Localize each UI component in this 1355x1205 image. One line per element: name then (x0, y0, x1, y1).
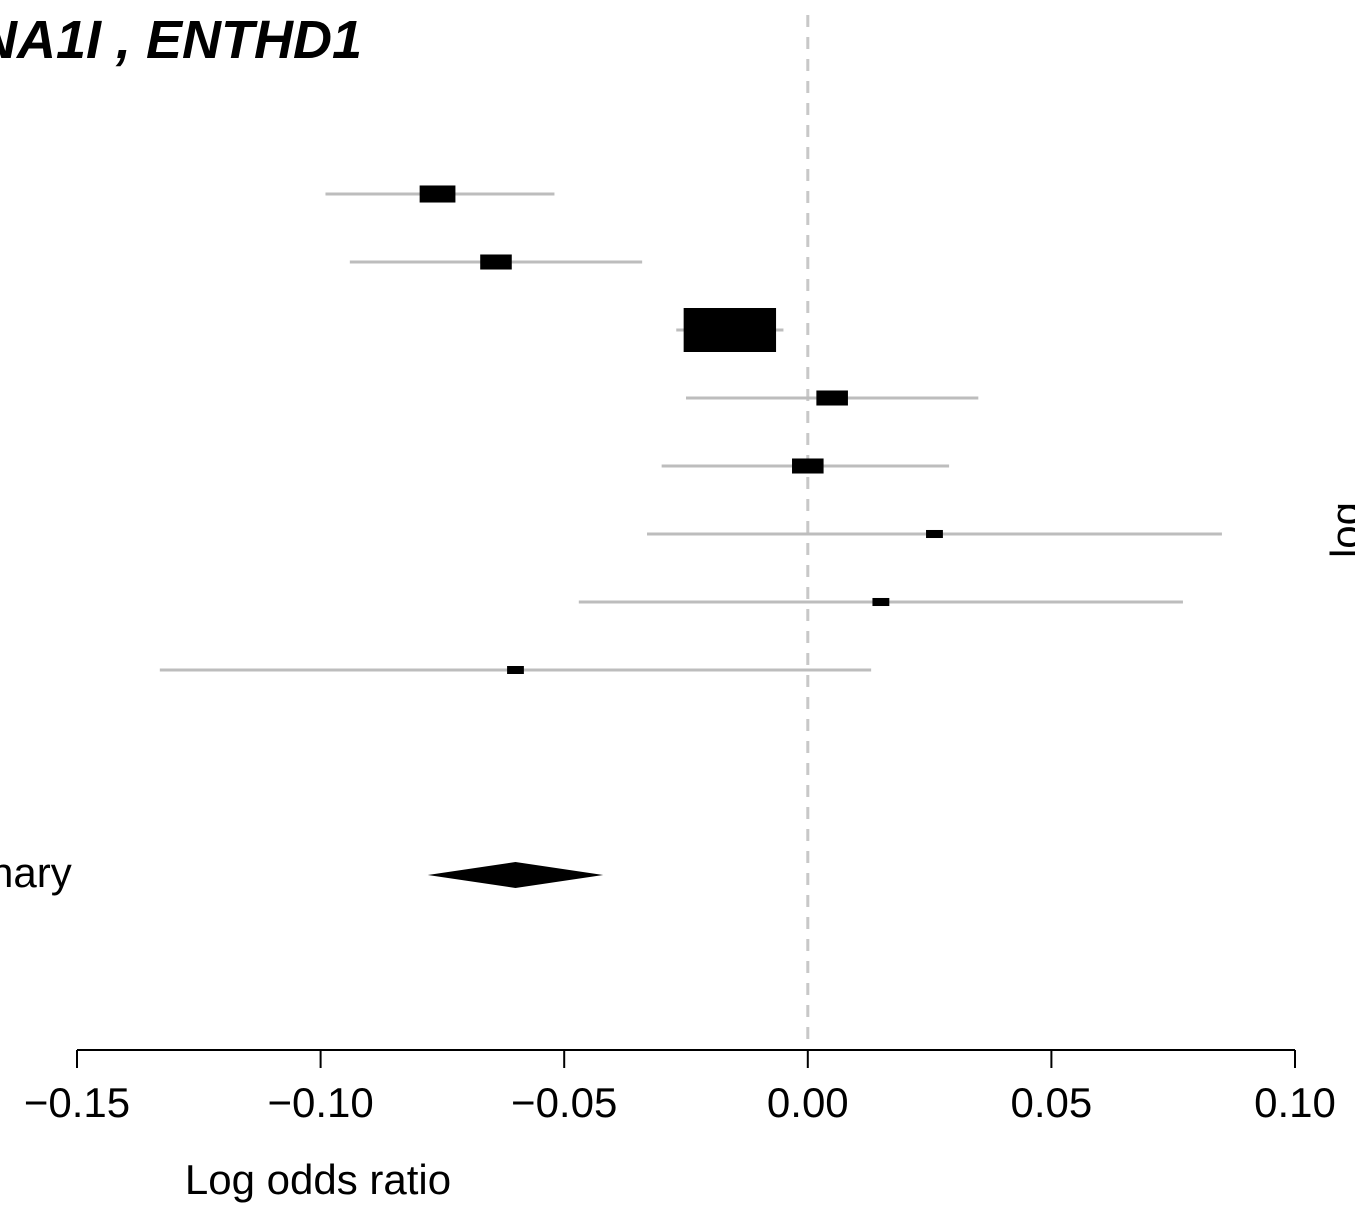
study-estimate-box (419, 185, 456, 203)
chart-title: NA1I , ENTHD1 (0, 10, 362, 70)
x-tick-label: 0.10 (1254, 1079, 1336, 1126)
x-axis: −0.15 −0.10 −0.05 0.00 0.05 0.10 (24, 1049, 1336, 1126)
study-estimate-box (683, 308, 777, 352)
x-tick-label: 0.05 (1011, 1079, 1093, 1126)
right-edge-text: log (1322, 502, 1355, 558)
x-tick-label: −0.10 (267, 1079, 373, 1126)
summary-label: nary (0, 849, 72, 896)
x-axis-label: Log odds ratio (185, 1156, 451, 1203)
summary-diamond (427, 862, 604, 888)
summary-layer: nary (0, 849, 604, 896)
x-tick-label: −0.05 (511, 1079, 617, 1126)
study-estimate-box (816, 390, 848, 406)
study-estimate-box (926, 529, 943, 539)
x-tick-label: 0.00 (767, 1079, 849, 1126)
x-tick-label: −0.15 (24, 1079, 130, 1126)
study-estimate-box (480, 254, 512, 270)
study-estimate-box (507, 666, 524, 674)
confidence-interval-layer (159, 192, 1222, 672)
study-estimate-box (792, 458, 824, 474)
study-estimate-box (872, 597, 890, 607)
study-estimate-layer (419, 185, 943, 674)
